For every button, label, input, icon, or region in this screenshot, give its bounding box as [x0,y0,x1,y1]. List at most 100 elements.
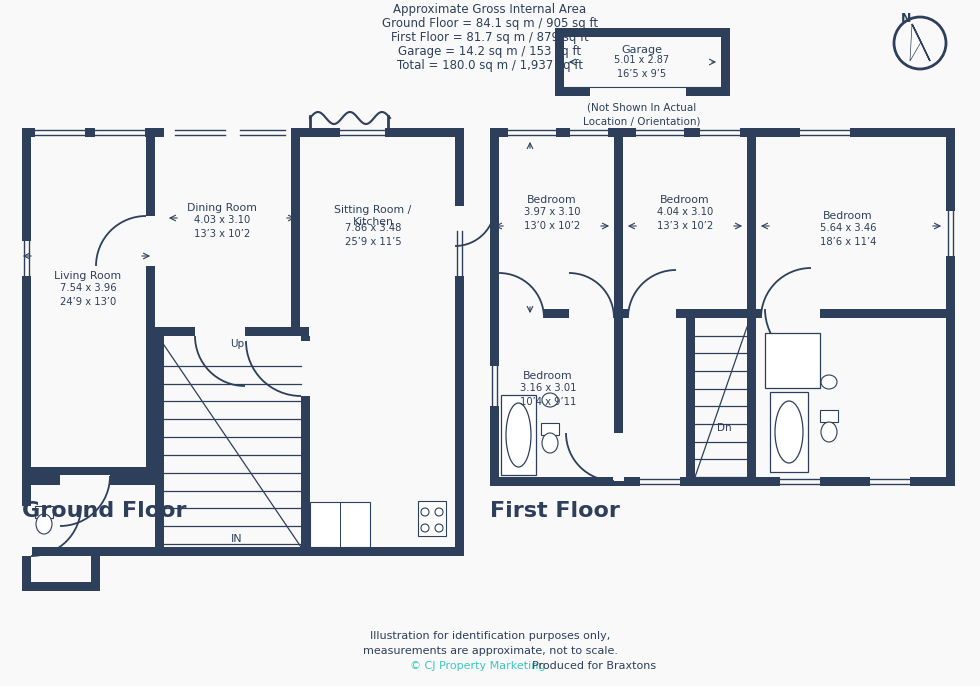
Bar [489,366,500,406]
Bar [765,333,820,388]
Text: N: N [901,12,911,25]
Bar [146,128,155,476]
Text: Bedroom: Bedroom [523,371,573,381]
Text: Dining Room: Dining Room [187,203,257,213]
Text: Garage: Garage [621,45,662,55]
Bar [721,28,730,96]
Text: Total = 180.0 sq m / 1,937 sq ft: Total = 180.0 sq m / 1,937 sq ft [397,59,583,72]
Bar [175,127,225,138]
Text: Bedroom: Bedroom [661,195,710,205]
Bar [60,475,110,486]
Bar [454,231,465,276]
Bar [870,476,910,487]
Bar [291,128,300,336]
Circle shape [421,524,429,532]
Bar [22,556,31,591]
Text: 4.04 x 3.10
13’3 x 10’2: 4.04 x 3.10 13’3 x 10’2 [657,207,713,230]
Bar [490,128,955,137]
Bar [22,582,100,591]
Bar [91,556,100,591]
Text: Up: Up [230,339,244,349]
Ellipse shape [775,401,803,463]
Bar [22,128,31,476]
Bar [490,128,499,486]
Bar [946,128,955,486]
Bar [300,547,464,556]
Bar [686,87,730,96]
Circle shape [435,524,443,532]
Bar [155,336,164,556]
Bar [455,128,464,556]
Bar [22,476,31,556]
Text: Approximate Gross Internal Area: Approximate Gross Internal Area [393,3,587,16]
Bar [22,128,164,137]
Bar [501,395,536,475]
Text: Sitting Room /
Kitchen: Sitting Room / Kitchen [334,205,412,227]
Bar [91,547,99,556]
Bar [780,476,820,487]
Bar [569,308,614,319]
Bar [747,128,756,486]
Bar [22,476,155,485]
Bar [570,127,608,138]
Bar [541,423,559,435]
Text: © CJ Property Marketing: © CJ Property Marketing [410,661,546,671]
Text: measurements are approximate, not to scale.: measurements are approximate, not to sca… [363,646,617,656]
Ellipse shape [36,514,52,534]
Text: First Floor = 81.7 sq m / 879 sq ft: First Floor = 81.7 sq m / 879 sq ft [391,31,589,44]
Bar [155,547,310,556]
Bar [508,127,556,138]
Text: (Not Shown In Actual
Location / Orientation): (Not Shown In Actual Location / Orientat… [583,102,701,126]
Bar [614,128,623,318]
Bar [490,309,756,318]
Bar [95,127,145,138]
Text: 5.64 x 3.46
18’6 x 11’4: 5.64 x 3.46 18’6 x 11’4 [819,224,876,246]
Bar [555,87,590,96]
Bar [300,341,311,396]
Bar [454,206,465,246]
Text: 3.97 x 3.10
13’0 x 10’2: 3.97 x 3.10 13’0 x 10’2 [523,207,580,230]
Text: Illustration for identification purposes only,: Illustration for identification purposes… [369,631,611,641]
Bar [418,501,446,536]
Bar [613,433,624,481]
Text: Garage = 14.2 sq m / 153 sq ft: Garage = 14.2 sq m / 153 sq ft [399,45,581,58]
Bar [155,327,309,336]
Bar [301,336,310,556]
Polygon shape [910,24,921,61]
Text: Dn: Dn [716,423,731,433]
Ellipse shape [506,403,531,467]
Text: Ground Floor = 84.1 sq m / 905 sq ft: Ground Floor = 84.1 sq m / 905 sq ft [382,17,598,30]
Bar [195,326,245,337]
Bar [686,318,695,486]
Bar [614,318,623,486]
Circle shape [421,508,429,516]
Bar [22,467,155,476]
Bar [820,410,838,422]
Circle shape [435,508,443,516]
Bar [145,216,156,266]
Bar [747,309,955,318]
Text: 7.86 x 3.48
25’9 x 11’5: 7.86 x 3.48 25’9 x 11’5 [345,224,402,246]
Bar [490,477,955,486]
Bar [240,127,285,138]
Bar [555,28,730,37]
Bar [800,127,850,138]
Bar [340,127,385,138]
Text: 5.01 x 2.87
16’5 x 9’5: 5.01 x 2.87 16’5 x 9’5 [614,55,669,79]
Bar [945,211,956,256]
Bar [310,502,370,547]
Bar [640,476,680,487]
Text: First Floor: First Floor [490,501,620,521]
Text: Ground Floor: Ground Floor [22,501,186,521]
Bar [765,308,820,319]
Bar [21,241,32,276]
Text: Bedroom: Bedroom [527,195,577,205]
Text: Produced for Braxtons: Produced for Braxtons [525,661,657,671]
Ellipse shape [542,393,558,407]
Bar [770,392,808,472]
Bar [35,506,53,518]
Bar [300,128,464,137]
Text: 7.54 x 3.96
24’9 x 13’0: 7.54 x 3.96 24’9 x 13’0 [60,283,117,307]
Text: 3.16 x 3.01
10’4 x 9’11: 3.16 x 3.01 10’4 x 9’11 [519,383,576,407]
Bar [636,127,684,138]
